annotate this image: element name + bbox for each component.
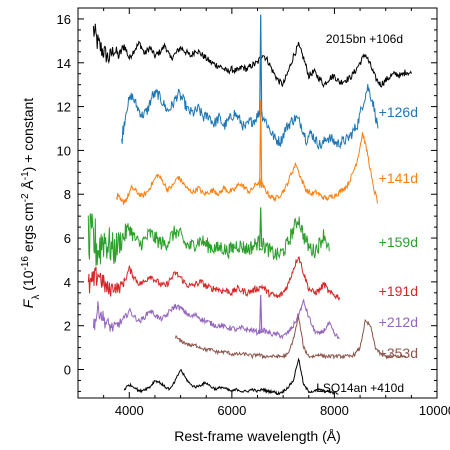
x-tick-label: 8000 <box>320 403 349 418</box>
emission-spike-0 <box>259 14 263 116</box>
y-tick-label: 10 <box>57 143 71 158</box>
series-label-4: +191d <box>379 283 418 299</box>
series-line-1 <box>121 84 379 150</box>
series-line-0 <box>92 23 412 89</box>
y-axis-label-text: Fλ (10-16 ergs cm-2 Å-1) + constant <box>20 98 42 309</box>
series-label-2: +141d <box>379 170 418 186</box>
series-label-5: +212d <box>379 314 418 330</box>
series-label-0: 2015bn +106d <box>326 32 403 46</box>
plot-frame <box>77 7 438 399</box>
y-tick-label: 14 <box>57 56 71 71</box>
y-tick-label: 0 <box>64 363 71 378</box>
series-line-5 <box>92 298 340 340</box>
y-tick-label: 6 <box>64 231 71 246</box>
x-tick-label: 4000 <box>115 403 144 418</box>
y-axis-label: Fλ (10-16 ergs cm-2 Å-1) + constant <box>20 98 42 309</box>
series-layer <box>87 14 412 396</box>
x-tick-label: 6000 <box>217 403 246 418</box>
series-label-1: +126d <box>379 104 418 120</box>
emission-spike-1 <box>259 99 263 188</box>
y-tick-label: 8 <box>64 187 71 202</box>
series-line-3 <box>87 213 330 266</box>
series-line-2 <box>116 132 378 205</box>
series-label-6: +353d <box>379 345 418 361</box>
series-label-3: +159d <box>379 234 418 250</box>
y-tick-label: 4 <box>64 275 71 290</box>
series-line-4 <box>87 256 341 301</box>
y-tick-label: 2 <box>64 319 71 334</box>
y-tick-label: 12 <box>57 100 71 115</box>
series-line-6 <box>174 316 407 360</box>
emission-spike-3 <box>259 294 263 331</box>
series-line-7 <box>123 357 335 396</box>
series-label-7: LSQ14an +410d <box>316 381 404 395</box>
series-labels: 2015bn +106d +126d +141d +159d +191d +212d +35… <box>316 32 418 395</box>
x-axis-label: Rest-frame wavelength (Å) <box>174 428 341 444</box>
y-tick-label: 16 <box>57 12 71 27</box>
emission-spike-2 <box>259 207 263 247</box>
